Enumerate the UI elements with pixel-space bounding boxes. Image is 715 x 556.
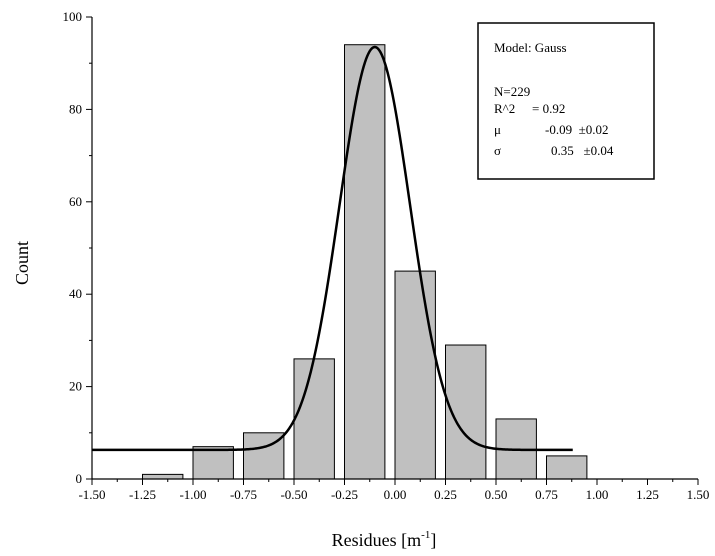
y-tick-label: 80 <box>69 101 82 116</box>
x-tick-label: -0.75 <box>230 487 257 502</box>
legend-title: Model: Gauss <box>494 40 567 55</box>
x-tick-label: 0.25 <box>434 487 457 502</box>
histogram-bar <box>344 44 386 480</box>
y-axis-label: Count <box>12 241 32 285</box>
x-tick-label: 1.25 <box>636 487 659 502</box>
histogram-bar <box>546 455 588 480</box>
bars-layer <box>142 44 588 480</box>
legend-sigma-value: 0.35 ±0.04 <box>551 143 614 158</box>
histogram-bar <box>142 473 184 480</box>
x-tick-label: -1.00 <box>179 487 206 502</box>
legend-frame <box>477 22 655 180</box>
fit-layer <box>92 45 573 452</box>
legend-r2-label: R^2 <box>494 101 515 116</box>
histogram-bar <box>293 358 335 480</box>
x-tick-label: 1.00 <box>586 487 609 502</box>
x-tick-label: 0.00 <box>384 487 407 502</box>
legend-r2-value: = 0.92 <box>532 101 565 116</box>
x-axis-label: Residues [m-1] <box>332 529 437 550</box>
legend-n: N=229 <box>494 84 530 99</box>
y-tick-label: 60 <box>69 194 82 209</box>
gauss-fit-curve <box>92 45 573 452</box>
y-tick-label: 40 <box>69 286 82 301</box>
histogram-bar <box>394 270 436 480</box>
x-tick-label: 0.75 <box>535 487 558 502</box>
y-tick-label: 20 <box>69 379 82 394</box>
y-tick-label: 100 <box>63 9 83 24</box>
axes-layer: -1.50 -1.25 -1.00 -0.75 -0.50 -0.25 0.00 0.25 0.… <box>63 9 710 502</box>
x-tick-label: 1.50 <box>687 487 710 502</box>
x-tick-label: -0.50 <box>280 487 307 502</box>
x-tick-label: -1.25 <box>129 487 156 502</box>
legend-box: Model: Gauss N=229 R^2 = 0.92 μ -0.09 ±0… <box>477 22 655 180</box>
legend-sigma-label: σ <box>494 143 501 158</box>
x-tick-label: -1.50 <box>78 487 105 502</box>
x-tick-label: -0.25 <box>331 487 358 502</box>
y-tick-label: 0 <box>76 471 83 486</box>
histogram-bar <box>192 446 234 480</box>
legend-mu-label: μ <box>494 122 501 137</box>
legend-mu-value: -0.09 ±0.02 <box>545 122 608 137</box>
x-tick-label: 0.50 <box>485 487 508 502</box>
